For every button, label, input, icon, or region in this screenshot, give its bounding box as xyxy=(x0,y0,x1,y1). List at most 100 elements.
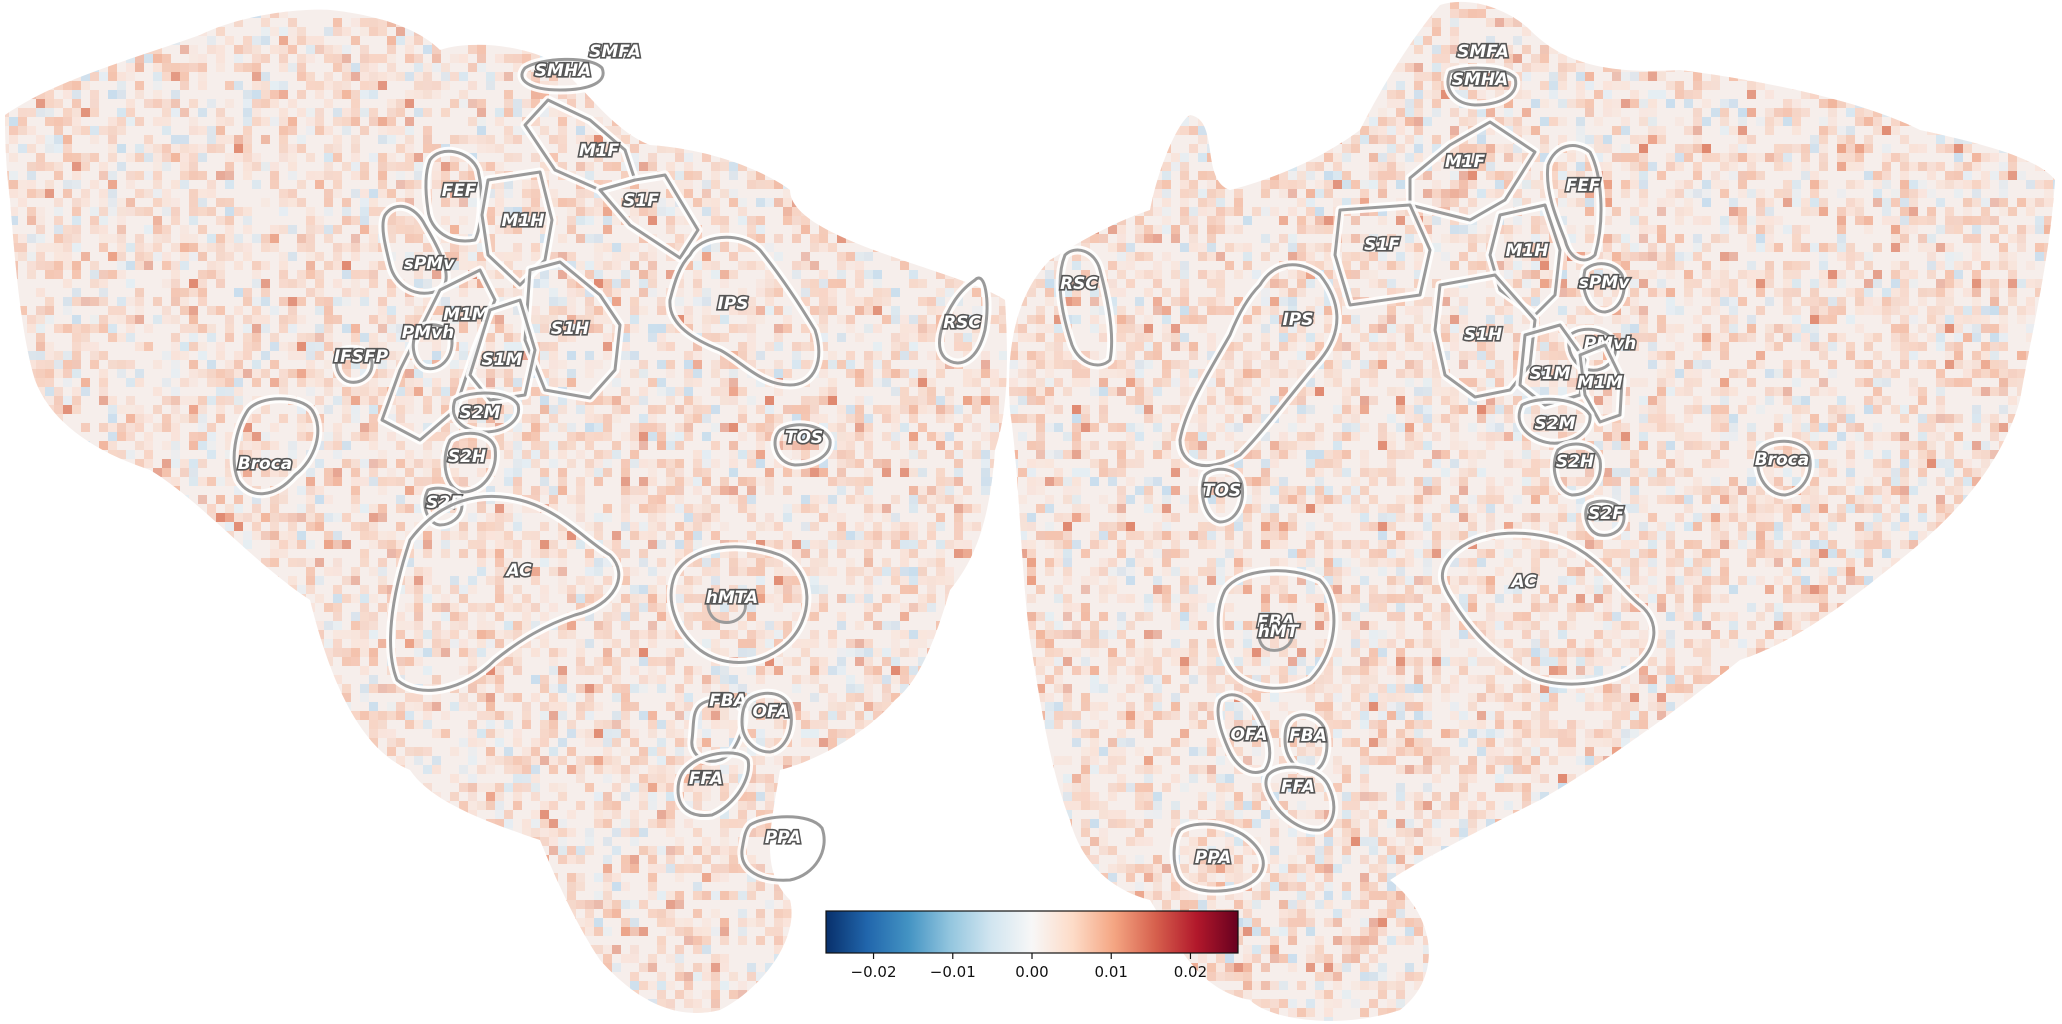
roi-label: S2M xyxy=(460,403,501,423)
roi-label: AC xyxy=(504,561,532,581)
roi-fba-left: FBA xyxy=(687,689,749,766)
roi-label: FBA xyxy=(1289,726,1327,746)
roi-label: S1H xyxy=(551,319,589,339)
roi-label: sPMv xyxy=(404,254,455,274)
roi-smha-left: SMHA xyxy=(517,54,608,95)
roi-ebahmt-right: EBA hMT xyxy=(1213,566,1339,693)
roi-fef-right: FEF xyxy=(1542,141,1606,265)
roi-label: S1F xyxy=(1364,235,1400,255)
roi-m1h-right: M1H xyxy=(1485,200,1565,320)
roi-s2h-right: S2H xyxy=(1549,439,1605,500)
roi-label: hMT xyxy=(1258,622,1300,642)
roi-rsc-right: RSC xyxy=(1055,245,1117,370)
roi-label: FFA xyxy=(689,769,723,789)
roi-label: EBA xyxy=(1257,612,1295,632)
left-voxel-noise xyxy=(5,9,1007,1013)
roi-label: SMHA xyxy=(535,61,592,81)
roi-label: S1M xyxy=(1530,364,1571,384)
roi-label: PMvh xyxy=(402,323,455,343)
roi-label: S2M xyxy=(1535,414,1576,434)
roi-s1f-right: S1F xyxy=(1330,200,1435,310)
roi-m1f-left: M1F xyxy=(520,95,640,195)
roi-label: FFA xyxy=(1281,777,1315,797)
roi-m1m-right: M1M xyxy=(1575,340,1627,427)
colorbar-tick-label: −0.02 xyxy=(851,963,897,981)
roi-label: AC xyxy=(1509,572,1537,592)
roi-label: IFSFP xyxy=(334,347,389,367)
roi-label: S2F xyxy=(1588,504,1624,524)
roi-ofa-left: OFA xyxy=(737,688,796,757)
roi-label: M1M xyxy=(1577,373,1623,393)
roi-label: TOS xyxy=(1203,481,1241,501)
roi-label: M1M xyxy=(443,305,489,325)
roi-label: IPS xyxy=(1282,310,1313,330)
roi-s1m-left: S1M xyxy=(465,295,540,405)
roi-label: Broca xyxy=(238,454,293,474)
roi-smha-right: SMHA xyxy=(1443,63,1521,110)
roi-s2h-left: S2H xyxy=(440,428,500,497)
roi-label: FEF xyxy=(1566,176,1601,196)
roi-ac-right: AC xyxy=(1437,528,1659,689)
colorbar-gradient xyxy=(826,911,1238,953)
roi-ifsfp-left: IFSFP xyxy=(331,344,390,387)
roi-s2m-right: S2M xyxy=(1514,394,1595,448)
roi-s1h-right: S1H xyxy=(1430,270,1540,402)
roi-label: FBA xyxy=(709,691,747,711)
roi-label: hMTA xyxy=(706,588,758,608)
roi-tos-left: TOS xyxy=(770,420,835,470)
roi-label: Broca xyxy=(1755,450,1810,470)
roi-s2m-left: S2M xyxy=(448,388,524,437)
roi-label: OFA xyxy=(1230,725,1267,745)
roi-ofa-right: OFA xyxy=(1213,690,1275,777)
roi-broca-right: Broca xyxy=(1753,436,1815,500)
roi-smfa-right: SMFA xyxy=(1456,40,1511,63)
roi-label: S1M xyxy=(482,350,523,370)
roi-m1f-right: M1F xyxy=(1405,117,1540,225)
roi-label: S1H xyxy=(1464,325,1502,345)
right-roi-overlays: SMFA SMHA M1F FEF RSC S1F xyxy=(1055,40,1815,896)
roi-pmvh-left: PMvh xyxy=(400,320,457,374)
roi-label: PPA xyxy=(765,828,802,848)
roi-ips-left: IPS xyxy=(665,232,824,390)
roi-label: S1F xyxy=(623,191,659,211)
colorbar-tick-label: 0.01 xyxy=(1095,963,1128,981)
roi-label: SMFA xyxy=(589,42,641,62)
roi-label: OFA xyxy=(752,702,789,722)
left-roi-overlays: SMHA SMFA M1F S1F FEF M1H sPMv xyxy=(229,40,992,885)
roi-label: TOS xyxy=(785,428,823,448)
roi-smfa-left: SMFA xyxy=(588,40,643,63)
roi-spmv-right: sPMv xyxy=(1577,259,1632,317)
roi-label: M1H xyxy=(502,211,545,231)
left-hemisphere-flatmap xyxy=(5,9,1007,1013)
roi-label: sPMv xyxy=(1579,273,1630,293)
roi-ffa-left: FFA xyxy=(673,748,754,821)
roi-label: FEF xyxy=(442,181,477,201)
colorbar-ticks: −0.02 −0.01 0.00 0.01 0.02 xyxy=(851,953,1207,981)
roi-s1f-left: S1F xyxy=(595,170,703,263)
colorbar-tick-label: 0.00 xyxy=(1015,963,1048,981)
roi-tos-right: TOS xyxy=(1197,464,1248,527)
roi-label: M1F xyxy=(579,141,620,161)
roi-label: RSC xyxy=(1060,274,1098,294)
roi-label: IPS xyxy=(717,294,748,314)
roi-broca-left: Broca xyxy=(229,394,323,499)
roi-label: PPA xyxy=(1195,848,1232,868)
roi-label: SMHA xyxy=(1452,70,1509,90)
roi-ppa-left: PPA xyxy=(737,812,829,885)
roi-ac-left: AC xyxy=(386,491,624,695)
roi-ips-right: IPS xyxy=(1175,260,1342,471)
roi-ffa-right: FFA xyxy=(1261,762,1339,835)
roi-s2f-right: S2F xyxy=(1581,496,1629,540)
roi-label: M1F xyxy=(1445,152,1486,172)
roi-label: SMFA xyxy=(1457,42,1509,62)
roi-s1m-right: S1M xyxy=(1515,320,1590,410)
colorbar-tick-label: 0.02 xyxy=(1174,963,1207,981)
roi-ppa-right: PPA xyxy=(1169,819,1268,896)
roi-label: S2H xyxy=(448,447,486,467)
colorbar-tick-label: −0.01 xyxy=(930,963,976,981)
roi-fef-left: FEF xyxy=(421,146,486,246)
colorbar: −0.02 −0.01 0.00 0.01 0.02 xyxy=(825,910,1239,981)
roi-label: M1H xyxy=(1506,241,1549,261)
roi-rsc-left: RSC xyxy=(935,273,992,368)
